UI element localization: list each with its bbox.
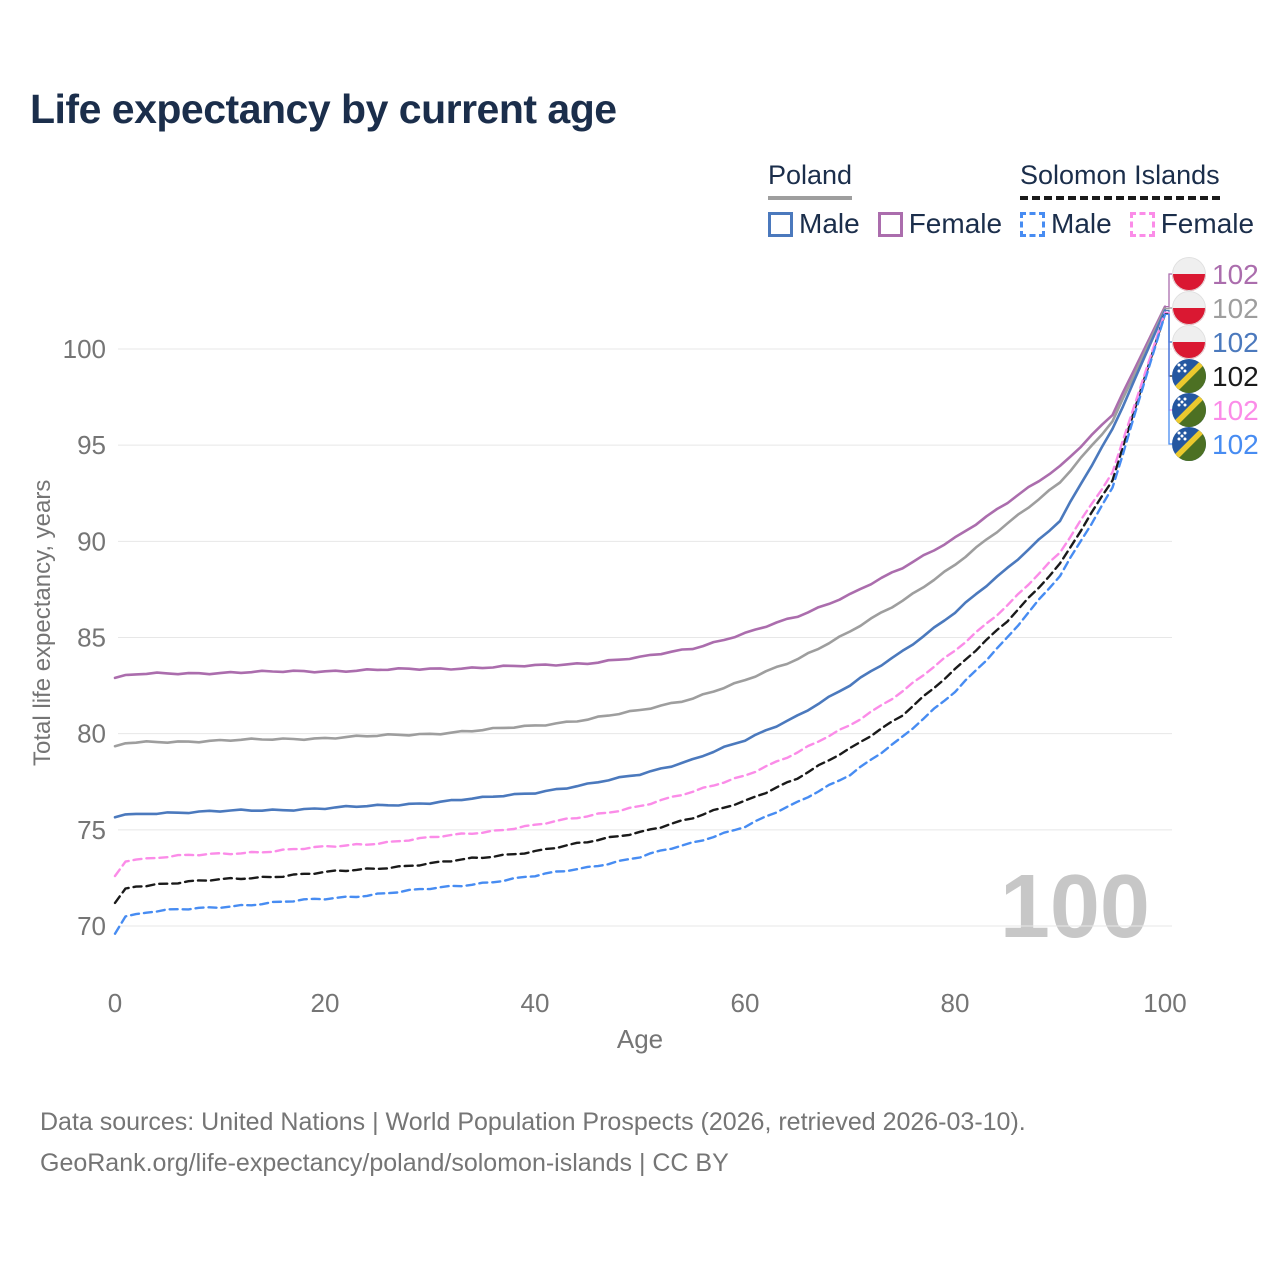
y-axis-title: Total life expectancy, years <box>29 479 56 766</box>
series-end-label-poland-both-sexes: 102 <box>1212 293 1259 324</box>
legend-item-poland-female[interactable]: Female <box>877 208 1003 240</box>
y-tick-label: 75 <box>77 815 106 845</box>
legend-group-title-solomon-islands: Solomon Islands <box>1020 160 1220 200</box>
legend-item-solomon-islands-female[interactable]: Female <box>1129 208 1255 240</box>
current-age-watermark: 100 <box>999 857 1150 957</box>
solomon-islands-female-checkbox-icon[interactable] <box>1129 211 1155 237</box>
poland-male-checkbox-icon[interactable] <box>768 211 793 237</box>
series-connector-poland-both-sexes <box>1165 307 1172 310</box>
series-line-solomon-islands-both-sexes <box>113 312 1167 905</box>
page-title: Life expectancy by current age <box>30 86 617 132</box>
series-end-label-solomon-islands-female: 102 <box>1212 395 1259 426</box>
poland-flag-icon <box>1172 257 1206 291</box>
x-tick-label: 0 <box>108 988 122 1018</box>
series-end-label-poland-male: 102 <box>1212 327 1259 358</box>
legend-items-poland: Male Female <box>768 208 1002 240</box>
y-tick-label: 95 <box>77 430 106 460</box>
y-tick-label: 90 <box>77 526 106 556</box>
poland-flag-icon <box>1172 291 1206 325</box>
x-tick-label: 100 <box>1143 988 1186 1018</box>
legend-items-solomon-islands: Male Female <box>1020 208 1254 240</box>
footer: Data sources: United Nations | World Pop… <box>40 1102 1026 1184</box>
solomon-islands-male-checkbox-icon[interactable] <box>1020 211 1045 237</box>
y-tick-label: 70 <box>77 911 106 941</box>
solomon-islands-flag-icon <box>1170 391 1208 429</box>
legend-item-poland-male[interactable]: Male <box>768 208 860 240</box>
data-sources-line: Data sources: United Nations | World Pop… <box>40 1108 1026 1136</box>
series-line-poland-male <box>113 309 1167 819</box>
series-line-poland-both-sexes <box>113 307 1167 748</box>
legend-item-label: Male <box>1051 208 1112 239</box>
legend-item-label: Male <box>799 208 860 239</box>
legend: Poland Male Female Solomon Islands Male <box>0 160 1280 240</box>
solomon-islands-flag-icon <box>1170 357 1208 395</box>
series-end-label-solomon-islands-both-sexes: 102 <box>1212 361 1259 392</box>
series-line-solomon-islands-female <box>113 311 1167 878</box>
legend-group-solomon-islands: Solomon Islands Male Female <box>1020 160 1254 240</box>
series-line-solomon-islands-male <box>113 313 1167 935</box>
series-connector-poland-female <box>1165 273 1172 308</box>
poland-flag-icon <box>1172 325 1206 359</box>
x-tick-label: 40 <box>521 988 550 1018</box>
y-tick-label: 85 <box>77 623 106 653</box>
series-line-poland-female <box>113 305 1167 680</box>
series-connector-solomon-islands-male <box>1165 313 1172 445</box>
poland-female-checkbox-icon[interactable] <box>877 211 903 237</box>
x-tick-label: 60 <box>731 988 760 1018</box>
legend-item-solomon-islands-male[interactable]: Male <box>1020 208 1112 240</box>
legend-group-title-poland: Poland <box>768 160 853 200</box>
attribution-line: GeoRank.org/life-expectancy/poland/solom… <box>40 1149 729 1177</box>
solomon-islands-flag-icon <box>1170 425 1208 463</box>
legend-item-label: Female <box>908 208 1003 239</box>
legend-item-label: Female <box>1160 208 1255 239</box>
series-end-label-solomon-islands-male: 102 <box>1212 429 1259 460</box>
x-tick-label: 20 <box>311 988 340 1018</box>
y-tick-label: 80 <box>77 719 106 749</box>
x-tick-label: 80 <box>941 988 970 1018</box>
x-axis-title: Age <box>616 1024 664 1054</box>
y-tick-label: 100 <box>63 334 106 364</box>
series-end-label-poland-female: 102 <box>1212 259 1259 290</box>
legend-group-poland: Poland Male Female <box>768 160 1002 240</box>
